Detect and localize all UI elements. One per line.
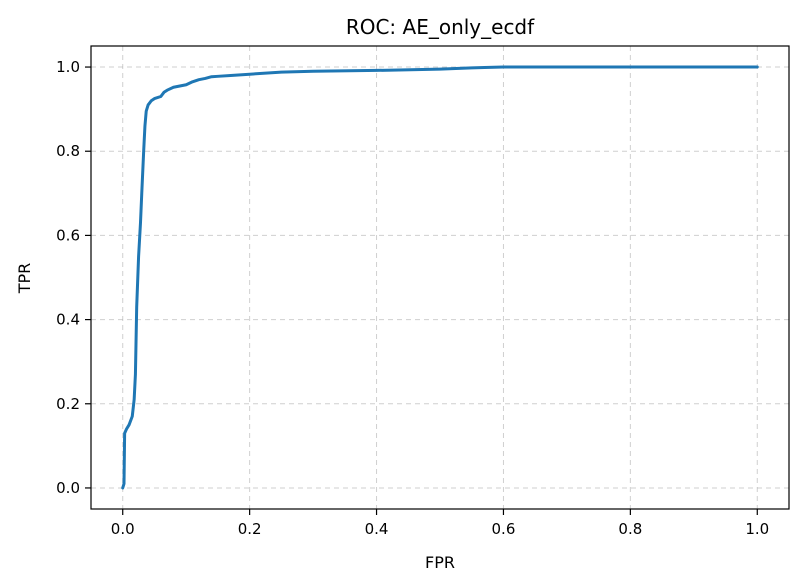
y-tick-label: 0.4	[56, 311, 80, 329]
y-tick-label: 0.8	[56, 142, 80, 160]
x-tick-label: 0.8	[618, 520, 642, 538]
x-axis-label: FPR	[425, 553, 455, 572]
plot-frame	[90, 45, 790, 510]
series-layer	[121, 65, 759, 490]
y-tick-label: 0.0	[56, 479, 80, 497]
grid-layer	[91, 46, 789, 509]
y-tick-label: 0.6	[56, 226, 80, 244]
y-tick-label: 1.0	[56, 58, 80, 76]
x-tick-label: 1.0	[745, 520, 769, 538]
y-axis-label: TPR	[15, 263, 34, 295]
x-tick-label: 0.4	[365, 520, 389, 538]
x-tick-label: 0.0	[111, 520, 135, 538]
tick-layer: 0.0 0.2 0.4 0.6 0.8 1.0 0.0 0.2 0.4 0.6 0.8 1.0	[56, 58, 769, 538]
x-tick-label: 0.6	[492, 520, 516, 538]
x-tick-label: 0.2	[238, 520, 262, 538]
y-tick-label: 0.2	[56, 395, 80, 413]
roc-curve-line	[121, 65, 759, 490]
chart-title: ROC: AE_only_ecdf	[346, 15, 535, 39]
